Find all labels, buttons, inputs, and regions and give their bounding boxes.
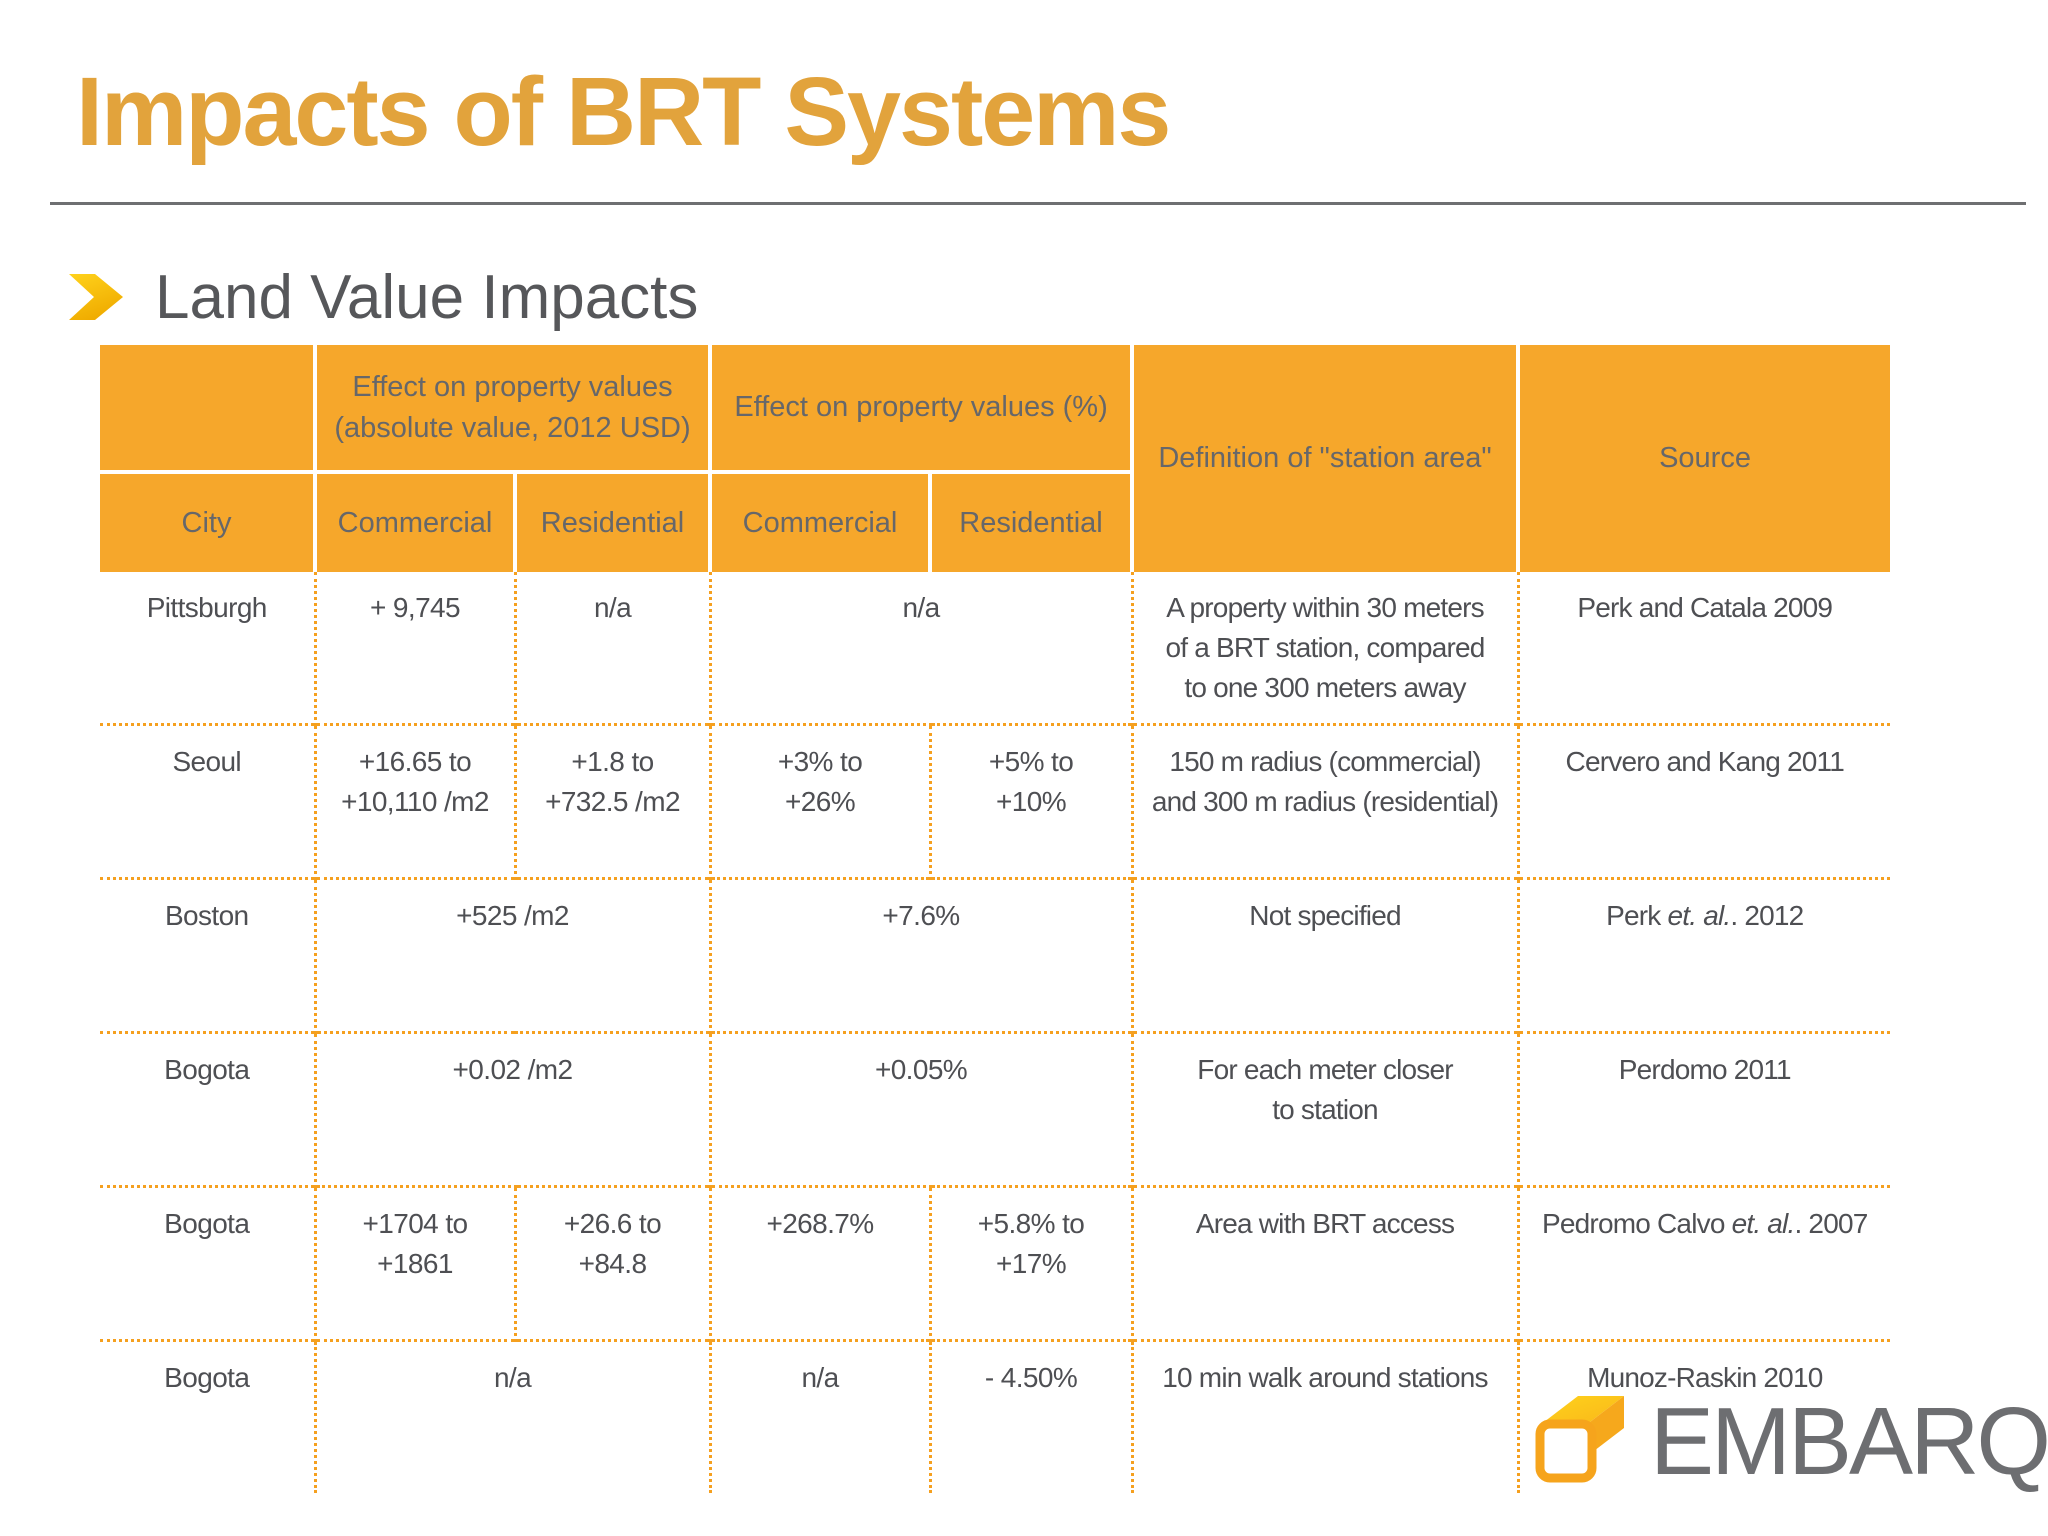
value-cell: +26.6 to +84.8 <box>513 1185 711 1341</box>
definition-cell: For each meter closer to station <box>1130 1031 1519 1187</box>
city-cell: Bogota <box>100 1339 315 1493</box>
value-cell: +5.8% to +17% <box>928 1185 1133 1341</box>
value-cell: +1.8 to +732.5 /m2 <box>513 723 711 879</box>
value-cell: +268.7% <box>708 1185 931 1341</box>
value-cell: n/a <box>313 1339 711 1493</box>
source-text: . 2012 <box>1730 900 1804 931</box>
city-cell: Boston <box>100 877 315 1033</box>
definition-cell: Area with BRT access <box>1130 1185 1519 1341</box>
header-residential-pct: Residential <box>928 470 1133 572</box>
value-cell: +5% to +10% <box>928 723 1133 879</box>
embarq-cube-icon <box>1528 1392 1628 1493</box>
table-row-bogota-1: Bogota +0.02 /m2 +0.05% For each meter c… <box>100 1031 1891 1187</box>
table-header-row-groups: Effect on property values (absolute valu… <box>100 345 1891 572</box>
source-cell: Pedromo Calvo et. al.. 2007 <box>1516 1185 1891 1341</box>
value-cell: n/a <box>708 572 1133 725</box>
header-source: Source <box>1516 345 1891 572</box>
source-text: Pedromo Calvo <box>1542 1208 1732 1239</box>
city-cell: Bogota <box>100 1031 315 1187</box>
value-cell: +3% to +26% <box>708 723 931 879</box>
header-commercial-abs: Commercial <box>313 470 515 572</box>
title-underline <box>50 202 2026 205</box>
header-commercial-pct: Commercial <box>708 470 931 572</box>
city-cell: Seoul <box>100 723 315 879</box>
embarq-wordmark: EMBARQ® <box>1650 1392 2048 1490</box>
table-row-boston: Boston +525 /m2 +7.6% Not specified Perk… <box>100 877 1891 1033</box>
land-value-impacts-table: Effect on property values (absolute valu… <box>100 345 1891 1493</box>
value-cell: +7.6% <box>708 877 1133 1033</box>
source-text: Cervero and Kang 2011 <box>1565 746 1845 777</box>
source-text: Perdomo 2011 <box>1618 1054 1792 1085</box>
header-residential-abs: Residential <box>512 470 711 572</box>
header-city: City <box>100 470 315 572</box>
value-cell: n/a <box>708 1339 931 1493</box>
table-header-row-columns: City Commercial Residential Commercial R… <box>100 470 1890 572</box>
value-cell: + 9,745 <box>313 572 515 725</box>
embarq-logo: EMBARQ® <box>1528 1392 2048 1493</box>
value-cell: n/a <box>513 572 711 725</box>
definition-cell: Not specified <box>1130 877 1519 1033</box>
city-cell: Bogota <box>100 1185 315 1341</box>
definition-cell: 10 min walk around stations <box>1130 1339 1519 1493</box>
table-row-pittsburgh: Pittsburgh + 9,745 n/a n/a A property wi… <box>100 572 1891 725</box>
definition-cell: 150 m radius (commercial) and 300 m radi… <box>1130 723 1519 879</box>
source-text: . 2007 <box>1794 1208 1868 1239</box>
header-group-absolute: Effect on property values (absolute valu… <box>312 345 711 472</box>
value-cell: +0.05% <box>708 1031 1133 1187</box>
source-text: Munoz-Raskin 2010 <box>1587 1362 1823 1393</box>
table-row-seoul: Seoul +16.65 to +10,110 /m2 +1.8 to +732… <box>100 723 1891 879</box>
chevron-bullet-icon <box>69 274 123 325</box>
header-group-percent: Effect on property values (%) <box>708 345 1133 472</box>
source-cell: Perk and Catala 2009 <box>1516 572 1891 725</box>
value-cell: +16.65 to +10,110 /m2 <box>313 723 515 879</box>
city-cell: Pittsburgh <box>146 592 268 623</box>
value-cell: +525 /m2 <box>313 877 711 1033</box>
header-definition: Definition of "station area" <box>1130 345 1519 572</box>
value-cell: +1704 to +1861 <box>313 1185 515 1341</box>
source-text: Perk and Catala 2009 <box>1577 592 1833 623</box>
definition-cell: A property within 30 meters of a BRT sta… <box>1130 572 1519 725</box>
source-cell: Cervero and Kang 2011 <box>1516 723 1891 879</box>
embarq-wordmark-text: EMBARQ <box>1650 1388 2048 1495</box>
page-title: Impacts of BRT Systems <box>76 57 1171 166</box>
source-cell: Perk et. al.. 2012 <box>1516 877 1891 1033</box>
section-heading: Land Value Impacts <box>155 263 699 332</box>
source-cell: Perdomo 2011 <box>1516 1031 1891 1187</box>
source-text: Perk <box>1606 900 1668 931</box>
source-italic: et. al. <box>1667 900 1731 931</box>
value-cell: +0.02 /m2 <box>313 1031 711 1187</box>
source-italic: et. al. <box>1731 1208 1796 1239</box>
table-row-bogota-2: Bogota +1704 to +1861 +26.6 to +84.8 +26… <box>100 1185 1891 1341</box>
header-blank-cell <box>100 345 315 472</box>
value-cell: - 4.50% <box>928 1339 1133 1493</box>
